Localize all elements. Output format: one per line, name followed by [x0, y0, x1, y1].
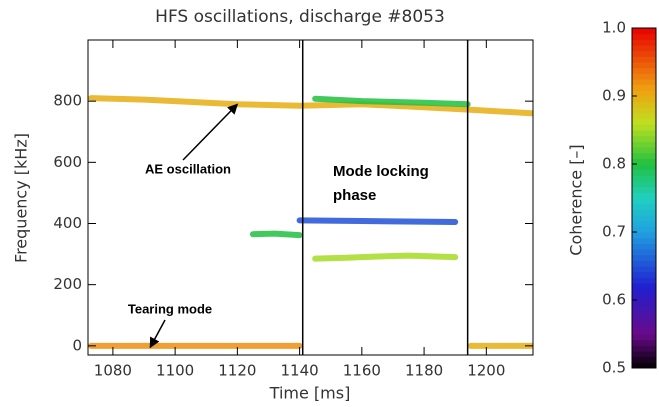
colorbar-cell [632, 266, 656, 272]
colorbar-cell [632, 323, 656, 329]
colorbar-cell [632, 96, 656, 102]
ridge [315, 256, 455, 259]
colorbar-cell [632, 119, 656, 125]
x-tick-label: 1180 [405, 362, 443, 380]
colorbar-cell [632, 283, 656, 289]
colorbar-cell [632, 34, 656, 40]
annotation: AE oscillation [145, 161, 231, 176]
colorbar-tick-label: 0.6 [602, 291, 626, 309]
colorbar-cell [632, 79, 656, 85]
annotation: Mode locking [333, 163, 429, 180]
y-tick-label: 200 [53, 275, 82, 293]
chart: HFS oscillations, discharge #8053 Time [… [0, 0, 659, 407]
colorbar-cell [632, 351, 656, 357]
colorbar-cell [632, 255, 656, 261]
colorbar-cell [632, 357, 656, 363]
colorbar-cell [632, 238, 656, 244]
colorbar-cell [632, 306, 656, 312]
colorbar-cell [632, 272, 656, 278]
colorbar-cell [632, 192, 656, 198]
colorbar-cell [632, 113, 656, 119]
colorbar-cell [632, 204, 656, 210]
x-tick-label: 1200 [467, 362, 505, 380]
colorbar-tick-label: 0.7 [602, 223, 626, 241]
y-tick-label: 800 [53, 92, 82, 110]
colorbar-cell [632, 28, 656, 34]
colorbar-cell [632, 45, 656, 51]
x-tick-label: 1100 [156, 362, 194, 380]
colorbar-cell [632, 136, 656, 142]
colorbar-cell [632, 260, 656, 266]
chart-title: HFS oscillations, discharge #8053 [155, 7, 445, 27]
x-tick-label: 1080 [94, 362, 132, 380]
annotation: Tearing mode [128, 301, 212, 316]
colorbar-cell [632, 300, 656, 306]
colorbar-cell [632, 170, 656, 176]
colorbar-cell [632, 68, 656, 74]
colorbar-tick-label: 0.9 [602, 87, 626, 105]
colorbar-cell [632, 232, 656, 238]
colorbar-cell [632, 85, 656, 91]
ridge [300, 220, 456, 222]
colorbar-cell [632, 164, 656, 170]
colorbar-cell [632, 340, 656, 346]
colorbar-cell [632, 249, 656, 255]
x-tick-label: 1140 [281, 362, 319, 380]
colorbar-tick-label: 0.5 [602, 359, 626, 377]
colorbar-cell [632, 221, 656, 227]
colorbar-cell [632, 39, 656, 45]
colorbar-cell [632, 147, 656, 153]
colorbar-cell [632, 51, 656, 57]
annotation: phase [333, 187, 376, 204]
colorbar-cell [632, 102, 656, 108]
colorbar-tick-label: 0.8 [602, 155, 626, 173]
colorbar-cell [632, 243, 656, 249]
x-tick-label: 1160 [343, 362, 381, 380]
colorbar-cell [632, 328, 656, 334]
colorbar-cell [632, 153, 656, 159]
colorbar-cell [632, 73, 656, 79]
colorbar-tick-label: 1.0 [602, 19, 626, 37]
y-axis-label: Frequency [kHz] [12, 133, 31, 263]
colorbar-cell [632, 62, 656, 68]
colorbar-cell [632, 317, 656, 323]
y-tick-label: 0 [72, 336, 82, 354]
colorbar-cell [632, 124, 656, 130]
colorbar-cell [632, 141, 656, 147]
colorbar-cell [632, 215, 656, 221]
colorbar-cell [632, 277, 656, 283]
colorbar-cell [632, 198, 656, 204]
colorbar-cell [632, 175, 656, 181]
annotation-arrow [183, 104, 237, 160]
colorbar-cell [632, 181, 656, 187]
colorbar-cell [632, 311, 656, 317]
x-axis-label: Time [ms] [269, 384, 351, 403]
ridge [253, 234, 300, 236]
colorbar-label: Coherence [–] [567, 144, 586, 255]
colorbar-cell [632, 289, 656, 295]
colorbar-cell [632, 187, 656, 193]
colorbar-cell [632, 107, 656, 113]
colorbar-cell [632, 334, 656, 340]
colorbar-cell [632, 345, 656, 351]
y-tick-label: 400 [53, 214, 82, 232]
colorbar-cell [632, 56, 656, 62]
y-tick-label: 600 [53, 153, 82, 171]
x-tick-label: 1120 [218, 362, 256, 380]
colorbar-cell [632, 209, 656, 215]
colorbar-cell [632, 130, 656, 136]
